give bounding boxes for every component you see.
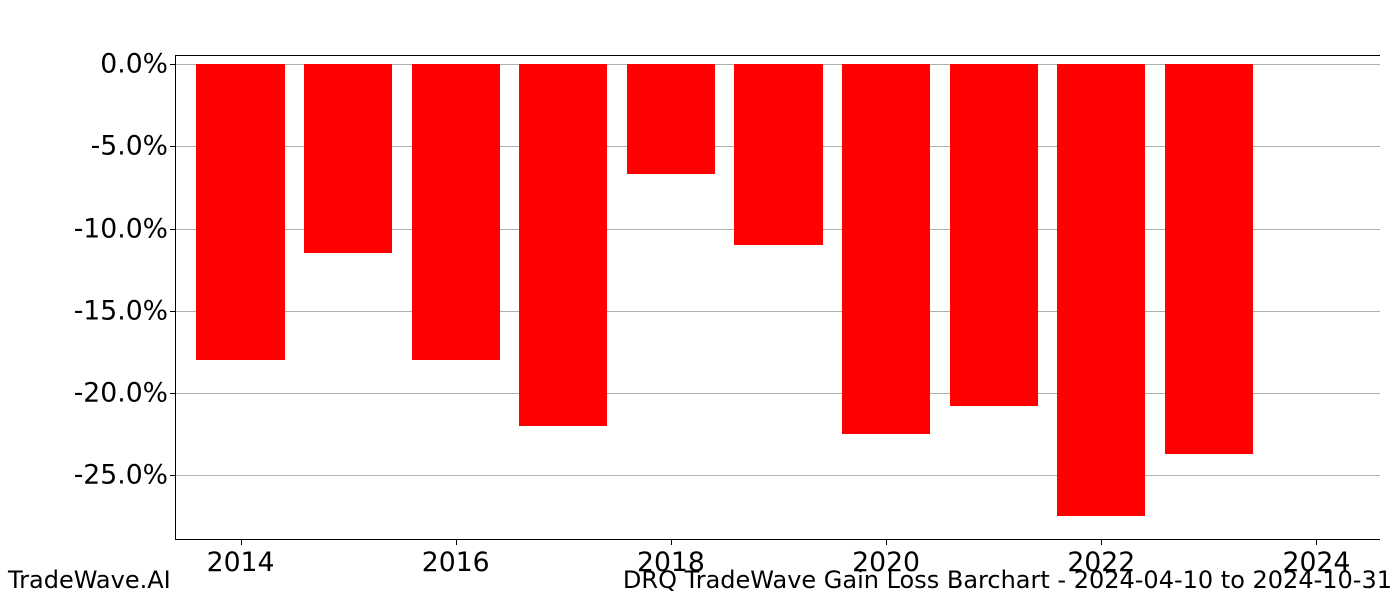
bar	[842, 64, 930, 434]
bar	[734, 64, 822, 245]
bar	[1057, 64, 1145, 516]
bar	[1165, 64, 1253, 454]
ytick-label: -5.0%	[91, 131, 176, 162]
bar-chart: 0.0%-5.0%-10.0%-15.0%-20.0%-25.0%2014201…	[175, 55, 1380, 540]
footer-left: TradeWave.AI	[8, 566, 171, 594]
bar	[196, 64, 284, 360]
footer-right: DRQ TradeWave Gain Loss Barchart - 2024-…	[623, 566, 1392, 594]
bar	[304, 64, 392, 253]
ytick-label: -15.0%	[74, 295, 176, 326]
ytick-label: 0.0%	[100, 49, 176, 80]
ytick-label: -20.0%	[74, 378, 176, 409]
bar	[412, 64, 500, 360]
bar	[627, 64, 715, 174]
bar	[519, 64, 607, 426]
xtick-label: 2014	[207, 539, 275, 578]
gridline	[176, 475, 1380, 476]
ytick-label: -25.0%	[74, 460, 176, 491]
ytick-label: -10.0%	[74, 213, 176, 244]
bar	[950, 64, 1038, 406]
xtick-label: 2016	[422, 539, 490, 578]
